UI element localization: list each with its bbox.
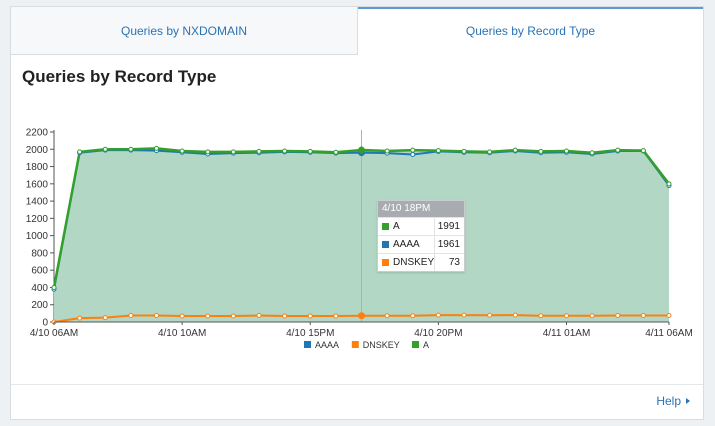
help-link[interactable]: Help: [656, 394, 690, 408]
data-point-a[interactable]: [435, 148, 441, 154]
data-point-dnskey[interactable]: [589, 313, 595, 319]
data-point-dnskey[interactable]: [128, 313, 134, 319]
tooltip-row-aaaa: AAAA 1961: [378, 235, 464, 253]
data-point-a[interactable]: [179, 148, 185, 154]
data-point-a[interactable]: [102, 146, 108, 152]
data-point-a[interactable]: [410, 147, 416, 153]
data-point-a[interactable]: [640, 148, 646, 154]
panel-title: Queries by Record Type: [22, 67, 217, 86]
y-tick-label: 200: [31, 300, 48, 311]
data-point-a[interactable]: [487, 149, 493, 155]
data-point-dnskey[interactable]: [666, 313, 672, 319]
data-point-dnskey[interactable]: [615, 313, 621, 319]
legend-swatch-aaaa: [304, 341, 311, 348]
data-point-dnskey[interactable]: [538, 313, 544, 319]
y-tick-label: 1000: [26, 231, 49, 242]
data-point-dnskey[interactable]: [410, 313, 416, 319]
x-tick-label: 4/10 10AM: [158, 328, 206, 339]
y-tick-label: 800: [31, 248, 48, 259]
y-tick-label: 400: [31, 283, 48, 294]
chart-tooltip: 4/10 18PM A 1991 AAAA 1961 DNSKEY 73: [377, 200, 465, 272]
x-tick-label: 4/11 06AM: [645, 328, 693, 339]
record-type-panel: Queries by NXDOMAIN Queries by Record Ty…: [10, 6, 704, 420]
tab-bar: Queries by NXDOMAIN Queries by Record Ty…: [11, 7, 703, 55]
tooltip-row-dnskey: DNSKEY 73: [378, 253, 464, 271]
data-point-dnskey[interactable]: [256, 313, 262, 319]
tooltip-swatch-aaaa: [382, 241, 389, 248]
tooltip-value-dnskey: 73: [434, 254, 464, 271]
data-point-dnskey[interactable]: [333, 313, 339, 319]
data-point-dnskey[interactable]: [307, 313, 313, 319]
data-point-aaaa[interactable]: [410, 151, 416, 157]
legend-label-dnskey: DNSKEY: [363, 340, 400, 350]
data-point-a[interactable]: [538, 148, 544, 154]
data-point-dnskey[interactable]: [77, 315, 83, 321]
y-tick-label: 1600: [26, 179, 49, 190]
data-point-a[interactable]: [51, 284, 57, 290]
x-tick-label: 4/10 06AM: [30, 328, 78, 339]
data-point-a[interactable]: [512, 147, 518, 153]
data-point-a[interactable]: [564, 148, 569, 154]
y-tick-label: 1400: [26, 197, 49, 208]
data-point-a[interactable]: [384, 148, 390, 154]
data-point-dnskey[interactable]: [205, 313, 211, 319]
caret-right-icon: [686, 398, 690, 404]
y-tick-label: 2000: [26, 145, 49, 156]
tooltip-row-a: A 1991: [378, 217, 464, 235]
x-tick-label: 4/10 15PM: [286, 328, 334, 339]
data-point-a[interactable]: [589, 150, 595, 156]
data-point-dnskey[interactable]: [154, 313, 159, 319]
legend-label-a: A: [423, 340, 429, 350]
y-tick-label: 0: [42, 318, 48, 329]
data-point-a[interactable]: [358, 146, 365, 154]
help-label: Help: [656, 394, 681, 408]
y-tick-label: 600: [31, 266, 48, 277]
tooltip-name-dnskey: DNSKEY: [393, 257, 435, 268]
data-point-dnskey[interactable]: [435, 312, 441, 318]
y-tick-label: 1200: [26, 214, 49, 225]
legend-label-aaaa: AAAA: [315, 340, 339, 350]
panel-footer: Help: [11, 384, 703, 419]
data-point-dnskey[interactable]: [461, 312, 467, 318]
data-point-dnskey[interactable]: [640, 313, 646, 319]
tooltip-swatch-dnskey: [382, 259, 389, 266]
data-point-dnskey[interactable]: [384, 313, 390, 319]
legend-swatch-a: [412, 341, 419, 348]
data-point-a[interactable]: [77, 149, 83, 155]
data-point-dnskey[interactable]: [512, 312, 518, 318]
tooltip-value-a: 1991: [434, 218, 464, 235]
data-point-a[interactable]: [307, 148, 313, 154]
tooltip-swatch-a: [382, 223, 389, 230]
data-point-dnskey[interactable]: [230, 313, 236, 319]
data-point-dnskey[interactable]: [358, 312, 365, 320]
data-point-a[interactable]: [666, 181, 672, 187]
x-tick-label: 4/10 20PM: [414, 328, 462, 339]
data-point-a[interactable]: [333, 149, 339, 155]
data-point-dnskey[interactable]: [102, 315, 108, 321]
data-point-a[interactable]: [154, 145, 159, 151]
tooltip-name-aaaa: AAAA: [393, 239, 420, 250]
data-point-a[interactable]: [256, 148, 262, 154]
data-point-dnskey[interactable]: [282, 313, 288, 319]
data-point-a[interactable]: [205, 149, 211, 155]
data-point-a[interactable]: [282, 148, 288, 154]
data-point-dnskey[interactable]: [564, 313, 569, 319]
tab-queries-by-nxdomain[interactable]: Queries by NXDOMAIN: [11, 7, 358, 55]
data-point-a[interactable]: [615, 147, 621, 153]
tab-queries-by-record-type[interactable]: Queries by Record Type: [358, 7, 703, 55]
x-tick-label: 4/11 01AM: [543, 328, 591, 339]
data-point-a[interactable]: [128, 146, 134, 152]
tooltip-name-a: A: [393, 221, 400, 232]
data-point-dnskey[interactable]: [487, 312, 493, 318]
tooltip-header: 4/10 18PM: [378, 201, 464, 217]
data-point-dnskey[interactable]: [179, 313, 185, 319]
data-point-a[interactable]: [461, 148, 467, 154]
tooltip-value-aaaa: 1961: [434, 236, 464, 253]
legend-swatch-dnskey: [351, 341, 359, 348]
record-type-area-chart[interactable]: 0 200 400 600 800 1000 1200 1400 1600 1800 2000 220…: [11, 122, 703, 354]
data-point-a[interactable]: [230, 149, 236, 155]
y-tick-label: 1800: [26, 162, 49, 173]
y-tick-label: 2200: [26, 128, 49, 139]
